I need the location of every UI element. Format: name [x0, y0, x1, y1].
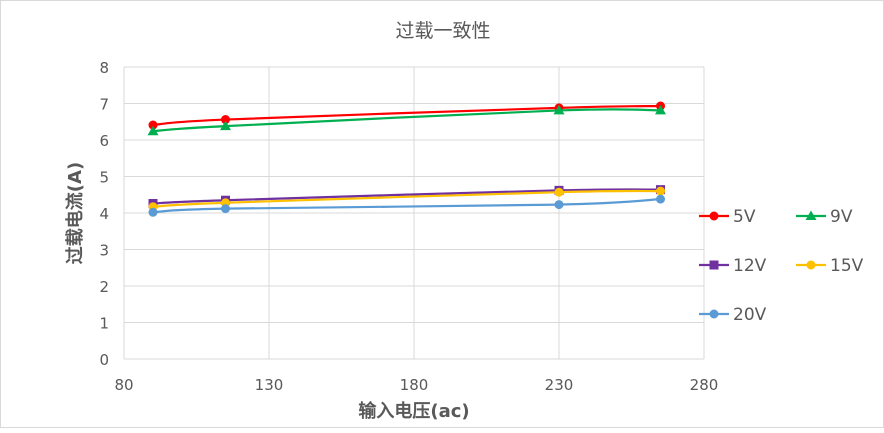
circle-marker [656, 186, 665, 196]
circle-marker [221, 115, 230, 125]
triangle-marker [147, 125, 159, 136]
y-tick-label: 1 [99, 315, 109, 333]
series-9v [147, 104, 666, 136]
y-axis-label: 过载电流(A) [64, 162, 86, 264]
y-tick-label: 2 [99, 278, 109, 296]
triangle-marker [805, 210, 817, 220]
y-tick-label: 6 [99, 132, 109, 150]
x-axis-label: 输入电压(ac) [358, 400, 469, 422]
square-marker [709, 260, 719, 270]
series-line [152, 108, 661, 133]
y-tick-label: 0 [99, 351, 109, 369]
series-line [152, 198, 661, 214]
circle-marker [656, 194, 665, 204]
circle-marker [221, 204, 230, 214]
x-tick-label: 80 [114, 376, 133, 394]
triangle-marker [220, 120, 231, 131]
series-line [152, 104, 661, 127]
x-tick-label: 130 [255, 376, 284, 394]
circle-marker [709, 309, 719, 319]
y-tick-label: 4 [99, 205, 109, 223]
series-20v [148, 194, 665, 217]
legend-item-12v: 12V [699, 256, 767, 276]
y-tick-label: 3 [99, 242, 109, 260]
series-line [152, 188, 661, 205]
y-tick-label: 8 [99, 59, 109, 77]
series-line [152, 189, 661, 208]
legend-item-5v: 5V [699, 207, 756, 227]
circle-marker [148, 120, 158, 130]
x-tick-label: 280 [690, 376, 719, 394]
circle-marker [554, 200, 564, 210]
circle-marker [806, 260, 816, 270]
circle-marker [148, 207, 158, 217]
legend-label: 20V [733, 305, 767, 325]
legend-label: 12V [733, 256, 767, 276]
chart-title: 过载一致性 [395, 20, 490, 42]
legend-label: 15V [830, 256, 864, 276]
circle-marker [709, 211, 719, 221]
circle-marker [554, 187, 564, 197]
legend-item-9v: 9V [796, 207, 853, 227]
x-tick-label: 180 [400, 376, 429, 394]
legend-item-15v: 15V [796, 256, 864, 276]
triangle-marker [655, 104, 666, 115]
legend-label: 9V [830, 207, 853, 227]
triangle-marker [553, 104, 565, 115]
y-tick-label: 7 [99, 96, 109, 114]
series-15v [148, 186, 665, 212]
legend-label: 5V [733, 207, 756, 227]
y-tick-label: 5 [99, 169, 109, 187]
x-tick-label: 230 [545, 376, 574, 394]
legend-item-20v: 20V [699, 305, 767, 325]
